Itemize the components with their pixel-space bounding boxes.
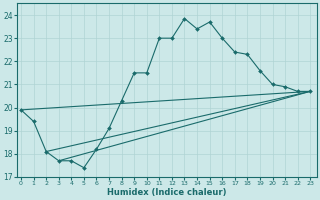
- X-axis label: Humidex (Indice chaleur): Humidex (Indice chaleur): [107, 188, 227, 197]
